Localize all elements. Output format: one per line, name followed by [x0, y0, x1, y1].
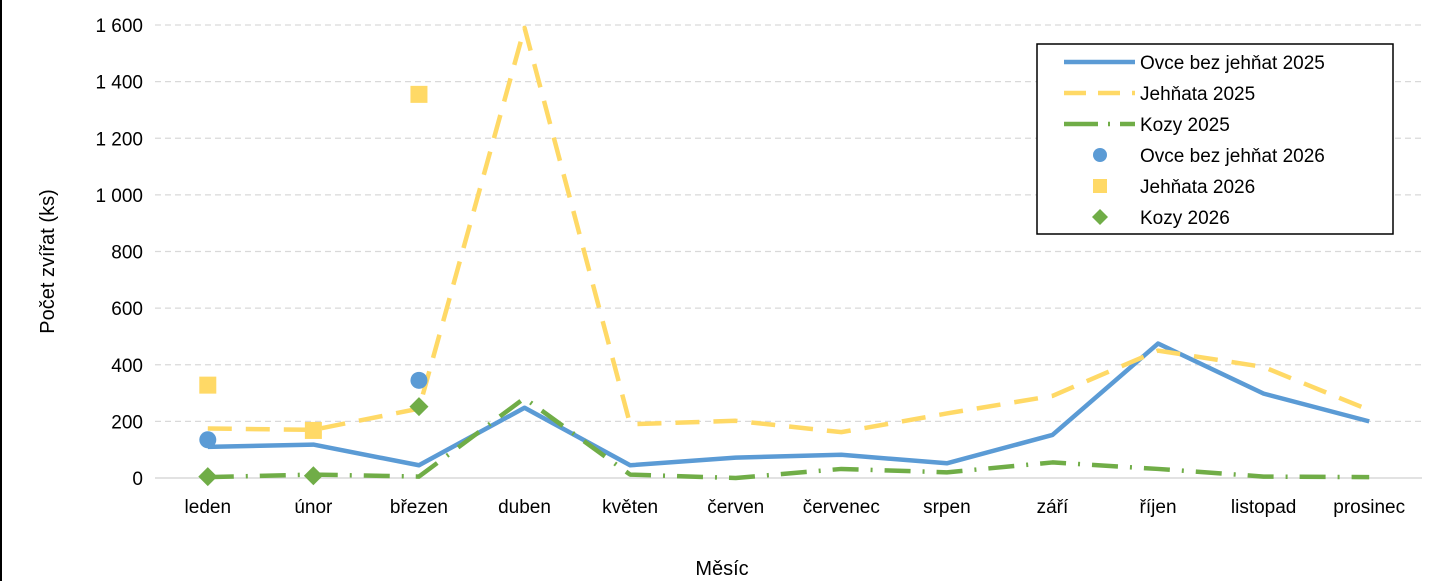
- x-tick-label: květen: [602, 497, 658, 518]
- legend-swatch: [1093, 148, 1107, 162]
- legend-item: Jehňata 2026: [1093, 177, 1255, 198]
- legend-label: Ovce bez jehňat 2026: [1140, 146, 1325, 167]
- x-tick-label: srpen: [923, 497, 971, 518]
- data-marker: [199, 376, 217, 394]
- series-4: [199, 85, 428, 439]
- x-tick-label: březen: [390, 497, 448, 518]
- data-marker: [410, 371, 428, 389]
- x-tick-label: leden: [185, 497, 232, 518]
- series-layer: [198, 25, 1371, 487]
- data-marker: [409, 397, 429, 417]
- series-line: [207, 341, 1370, 468]
- legend-item: Ovce bez jehňat 2026: [1093, 146, 1325, 167]
- y-axis-label: Počet zvířat (ks): [37, 189, 59, 333]
- x-tick-label: duben: [498, 497, 551, 518]
- y-tick-label: 1 400: [95, 73, 143, 94]
- x-axis-ticks: leden únor březen duben květen červen červenec…: [185, 497, 1406, 518]
- legend-label: Jehňata 2026: [1140, 177, 1255, 198]
- y-tick-label: 0: [132, 469, 143, 490]
- legend-label: Kozy 2026: [1140, 208, 1230, 229]
- legend-label: Jehňata 2025: [1140, 84, 1255, 105]
- legend-label: Ovce bez jehňat 2025: [1140, 53, 1325, 74]
- legend-item: Kozy 2025: [1064, 115, 1230, 136]
- y-tick-label: 1 000: [95, 186, 143, 207]
- x-tick-label: únor: [294, 497, 333, 518]
- y-tick-label: 1 600: [95, 16, 143, 37]
- x-axis-label: Měsíc: [695, 558, 748, 580]
- legend: Ovce bez jehňat 2025 Jehňata 2025 Kozy 202…: [1036, 43, 1394, 235]
- legend-swatch: [1093, 179, 1107, 193]
- series-line: [207, 395, 1370, 481]
- y-tick-label: 800: [111, 243, 143, 264]
- data-marker: [303, 466, 323, 486]
- data-point: [523, 396, 527, 400]
- data-marker: [199, 431, 217, 449]
- legend-item: Kozy 2026: [1092, 208, 1230, 229]
- series-5: [198, 397, 429, 487]
- series-1: [207, 25, 1371, 435]
- y-axis-ticks: 0 200 400 600 800 1 000 1 200 1 400 1 600: [95, 16, 143, 490]
- series-0: [207, 341, 1370, 468]
- data-point: [1367, 408, 1371, 412]
- y-tick-label: 600: [111, 299, 143, 320]
- legend-box: [1036, 43, 1394, 235]
- legend-item: Ovce bez jehňat 2025: [1064, 53, 1325, 74]
- y-tick-label: 200: [111, 412, 143, 433]
- x-tick-label: červen: [707, 497, 764, 518]
- data-point: [1262, 365, 1266, 369]
- x-tick-label: září: [1037, 497, 1069, 518]
- data-marker: [198, 467, 218, 487]
- y-tick-label: 400: [111, 356, 143, 377]
- series-2: [207, 395, 1370, 481]
- y-tick-label: 1 200: [95, 129, 143, 150]
- legend-swatch: [1092, 209, 1108, 225]
- data-point: [628, 422, 632, 426]
- legend-label: Kozy 2025: [1140, 115, 1230, 136]
- data-marker: [410, 85, 428, 103]
- x-tick-label: červenec: [803, 497, 880, 518]
- x-tick-label: říjen: [1140, 497, 1177, 518]
- series-line: [207, 25, 1371, 435]
- x-tick-label: listopad: [1231, 497, 1297, 518]
- x-tick-label: prosinec: [1333, 497, 1405, 518]
- series-3: [199, 371, 428, 449]
- data-marker: [304, 421, 322, 439]
- grid-lines: [155, 24, 1422, 422]
- legend-item: Jehňata 2025: [1064, 84, 1255, 105]
